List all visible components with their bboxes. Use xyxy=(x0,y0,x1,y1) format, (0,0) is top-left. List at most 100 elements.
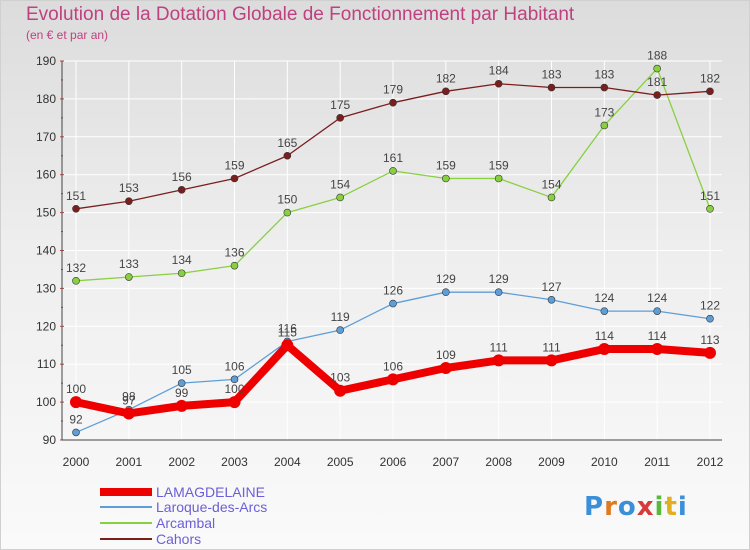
data-point-arcambal xyxy=(125,273,133,281)
data-point-cahors xyxy=(547,83,556,92)
data-point-lamagdelaine xyxy=(334,384,347,397)
data-label-arcambal: 154 xyxy=(330,177,350,191)
data-point-lamagdelaine xyxy=(70,396,82,409)
chart-title: Evolution de la Dotation Globale de Fonc… xyxy=(26,4,575,25)
data-label-arcambal: 150 xyxy=(277,193,297,207)
data-point-laroque-des-arcs xyxy=(336,326,344,334)
data-label-laroque-des-arcs: 105 xyxy=(172,363,192,377)
data-label-lamagdelaine: 100 xyxy=(66,382,86,396)
data-label-arcambal: 133 xyxy=(119,257,139,271)
data-label-laroque-des-arcs: 127 xyxy=(541,280,561,294)
data-point-lamagdelaine xyxy=(439,361,452,374)
data-point-arcambal xyxy=(442,174,450,183)
data-label-lamagdelaine: 111 xyxy=(542,340,561,354)
data-point-lamagdelaine xyxy=(598,343,611,356)
legend-item-laroque-des-arcs[interactable]: Laroque-des-Arcs xyxy=(100,499,267,515)
data-point-laroque-des-arcs xyxy=(72,428,80,437)
data-point-arcambal xyxy=(706,205,714,213)
data-label-cahors: 183 xyxy=(594,68,614,82)
data-point-laroque-des-arcs xyxy=(600,307,609,315)
data-label-arcambal: 136 xyxy=(224,246,244,260)
data-point-arcambal xyxy=(600,121,609,130)
data-label-lamagdelaine: 111 xyxy=(490,340,509,354)
data-label-laroque-des-arcs: 98 xyxy=(122,390,136,404)
x-tick-label: 2006 xyxy=(380,455,407,469)
data-label-lamagdelaine: 99 xyxy=(175,386,189,400)
data-point-cahors xyxy=(653,91,661,99)
data-label-laroque-des-arcs: 129 xyxy=(436,272,456,286)
chart-subtitle: (en € et par an) xyxy=(26,28,109,42)
data-point-arcambal xyxy=(230,261,239,270)
logo-letter: o xyxy=(617,492,637,522)
y-tick-label: 140 xyxy=(36,244,56,258)
data-label-laroque-des-arcs: 92 xyxy=(69,412,83,426)
data-label-lamagdelaine: 115 xyxy=(278,325,297,339)
y-tick-label: 180 xyxy=(36,92,56,106)
data-point-lamagdelaine xyxy=(704,346,716,359)
y-tick-label: 130 xyxy=(36,281,56,295)
data-label-arcambal: 154 xyxy=(541,177,561,191)
data-point-cahors xyxy=(706,87,714,96)
data-label-cahors: 156 xyxy=(172,170,192,184)
data-label-laroque-des-arcs: 106 xyxy=(224,359,244,373)
data-label-lamagdelaine: 106 xyxy=(383,359,403,373)
data-label-laroque-des-arcs: 119 xyxy=(331,310,350,324)
data-point-laroque-des-arcs xyxy=(547,295,556,304)
logo-letter: i xyxy=(677,492,688,522)
data-point-lamagdelaine xyxy=(175,399,188,412)
y-tick-label: 100 xyxy=(36,395,56,409)
data-point-cahors xyxy=(125,197,133,206)
data-point-laroque-des-arcs xyxy=(706,314,714,323)
x-tick-label: 2001 xyxy=(115,455,142,469)
data-point-cahors xyxy=(283,151,292,160)
data-point-cahors xyxy=(177,186,186,194)
y-tick-label: 120 xyxy=(36,319,56,333)
data-label-laroque-des-arcs: 124 xyxy=(594,291,614,305)
data-point-lamagdelaine xyxy=(122,407,135,420)
data-label-lamagdelaine: 109 xyxy=(436,348,456,362)
data-point-arcambal xyxy=(389,167,397,175)
legend-label: Arcambal xyxy=(156,515,216,531)
y-tick-label: 160 xyxy=(36,168,56,182)
data-point-laroque-des-arcs xyxy=(389,299,397,308)
x-tick-label: 2009 xyxy=(538,455,565,469)
data-label-cahors: 175 xyxy=(330,98,350,112)
data-point-lamagdelaine xyxy=(492,354,505,367)
data-point-cahors xyxy=(494,79,503,88)
logo-letter: t xyxy=(664,492,678,522)
data-label-arcambal: 161 xyxy=(383,151,403,165)
x-tick-label: 2011 xyxy=(644,455,670,469)
data-label-arcambal: 188 xyxy=(647,49,667,63)
data-label-cahors: 165 xyxy=(277,136,297,150)
data-label-cahors: 151 xyxy=(66,189,86,203)
legend-label: Cahors xyxy=(156,531,202,547)
data-point-cahors xyxy=(230,174,239,183)
legend-item-lamagdelaine[interactable]: LAMAGDELAINE xyxy=(100,484,265,500)
data-point-lamagdelaine xyxy=(651,343,664,356)
legend-swatch xyxy=(100,488,152,496)
data-point-arcambal xyxy=(494,174,503,183)
y-tick-label: 150 xyxy=(36,206,56,220)
data-point-lamagdelaine xyxy=(545,354,558,367)
data-label-cahors: 183 xyxy=(541,68,561,82)
legend-item-cahors[interactable]: Cahors xyxy=(100,531,202,547)
y-tick-label: 190 xyxy=(36,54,56,68)
data-label-cahors: 153 xyxy=(119,181,139,195)
logo-letter: P xyxy=(584,492,605,522)
legend-item-arcambal[interactable]: Arcambal xyxy=(100,515,216,531)
data-point-arcambal xyxy=(283,208,292,217)
data-label-laroque-des-arcs: 116 xyxy=(278,321,297,335)
data-label-cahors: 184 xyxy=(489,64,509,78)
data-label-cahors: 182 xyxy=(700,71,720,85)
data-point-laroque-des-arcs xyxy=(442,288,450,296)
data-point-arcambal xyxy=(336,193,344,202)
data-label-lamagdelaine: 113 xyxy=(700,333,719,347)
data-point-cahors xyxy=(72,205,80,213)
data-label-arcambal: 132 xyxy=(66,261,86,275)
data-point-lamagdelaine xyxy=(228,396,241,409)
data-point-cahors xyxy=(336,114,344,122)
y-tick-label: 90 xyxy=(43,433,57,447)
proxiti-logo: Proxiti xyxy=(584,492,688,522)
data-label-arcambal: 159 xyxy=(436,158,456,172)
data-point-lamagdelaine xyxy=(281,339,294,352)
